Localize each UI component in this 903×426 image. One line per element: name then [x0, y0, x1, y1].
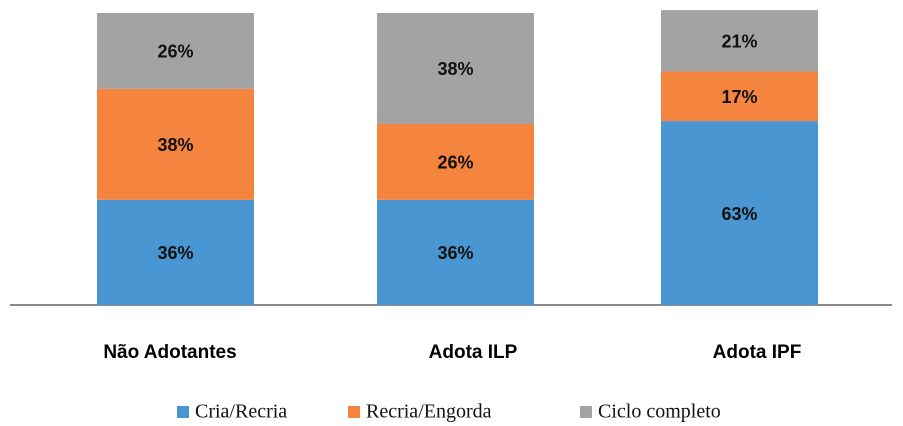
value-label: 36%	[157, 243, 193, 263]
category-label: Não Adotantes	[103, 342, 236, 363]
legend-swatch	[580, 406, 592, 418]
value-label: 17%	[721, 87, 757, 107]
value-label: 26%	[157, 42, 193, 62]
legend-label: Ciclo completo	[598, 401, 721, 423]
value-label: 63%	[721, 204, 757, 224]
bar-segment	[97, 13, 254, 89]
bar-segment	[377, 123, 534, 200]
bar-segment	[661, 10, 818, 72]
category-label: Adota IPF	[713, 342, 802, 363]
legend-swatch	[348, 406, 360, 418]
value-label: 38%	[437, 59, 473, 79]
bar-segment	[97, 199, 254, 305]
value-label: 36%	[437, 243, 473, 263]
bar-segment	[661, 121, 818, 305]
legend-label: Cria/Recria	[195, 401, 287, 423]
value-label: 21%	[721, 31, 757, 51]
bar-segment	[661, 71, 818, 122]
category-label: Adota ILP	[429, 342, 518, 363]
legend-label: Recria/Engorda	[366, 401, 492, 423]
bar-segment	[377, 13, 534, 124]
bar-segment	[377, 199, 534, 305]
bar-segment	[97, 88, 254, 200]
value-label: 26%	[437, 153, 473, 173]
legend-swatch	[177, 406, 189, 418]
value-label: 38%	[157, 135, 193, 155]
